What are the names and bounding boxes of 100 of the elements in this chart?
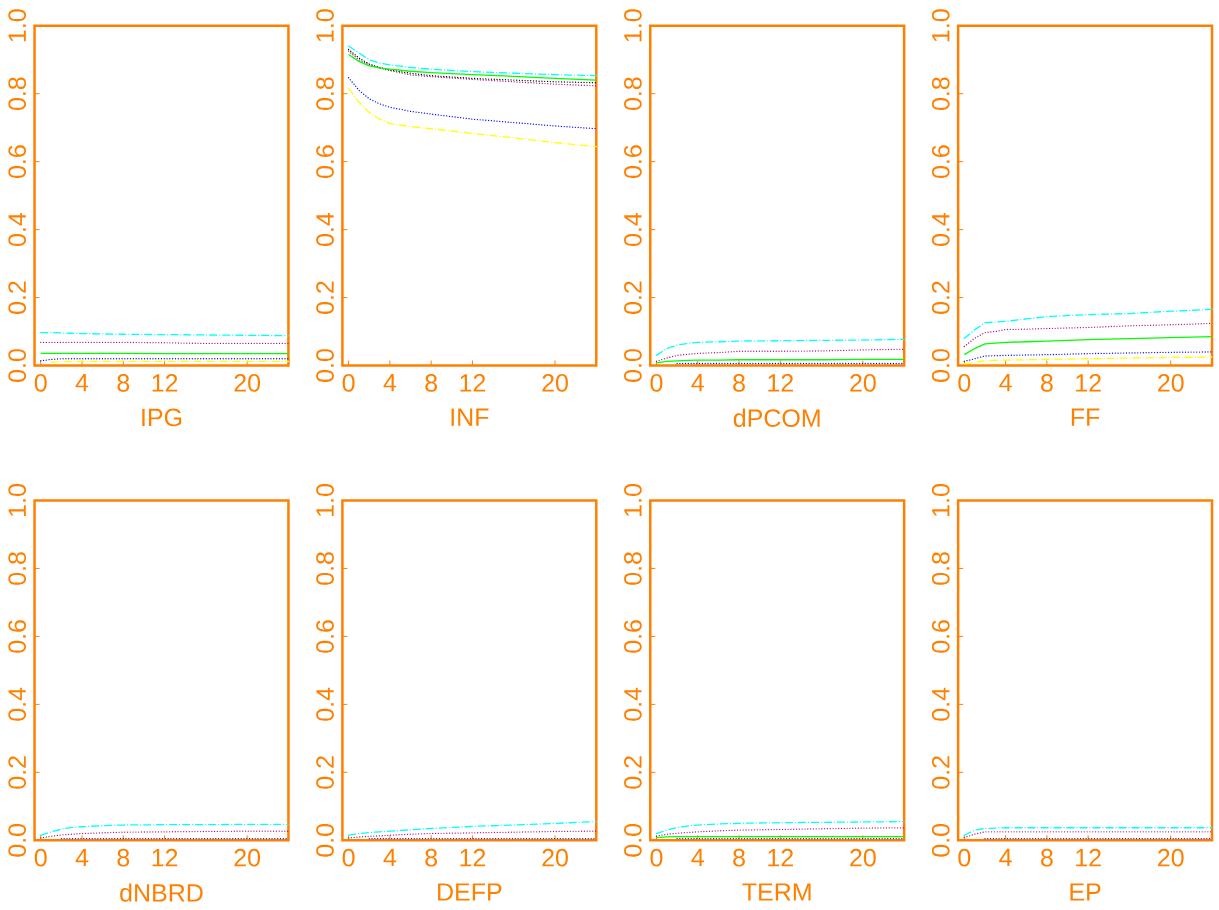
y-tick-label: 0.8 <box>8 552 27 585</box>
x-axis-title: DEFP <box>438 883 502 901</box>
x-tick-label: 20 <box>542 848 568 867</box>
y-tick-label: 0.6 <box>931 620 950 653</box>
y-tick-label: 0.4 <box>316 687 334 721</box>
y-tick-label: 1.0 <box>8 484 27 516</box>
y-tick-label: 1.0 <box>624 9 642 42</box>
y-tick-label: 0.0 <box>931 349 950 382</box>
x-tick-label: 12 <box>1076 374 1101 392</box>
line-series <box>963 335 1213 356</box>
x-tick-label: 20 <box>1158 848 1184 867</box>
y-tick-label: 0.0 <box>931 823 950 857</box>
y-tick-label: 0.4 <box>931 687 950 721</box>
y-tick-label: 0.0 <box>624 349 642 382</box>
x-tick-label: 12 <box>768 848 793 867</box>
y-tick-label: 0.8 <box>624 552 642 585</box>
line-series <box>347 830 597 839</box>
y-tick-label: 0.6 <box>8 145 27 178</box>
y-tick-label: 0.0 <box>8 823 27 857</box>
x-tick-label: 8 <box>117 848 130 867</box>
x-tick-label: 12 <box>152 848 178 867</box>
line-series <box>963 356 1213 365</box>
y-tick-label: 0.4 <box>8 687 27 721</box>
y-tick-label: 0.6 <box>316 620 334 653</box>
y-tick-label: 0.2 <box>8 756 27 789</box>
line-series <box>963 322 1213 348</box>
y-tick-label: 0.8 <box>316 552 334 585</box>
y-tick-label: 1.0 <box>316 484 334 516</box>
x-tick-label: 20 <box>850 848 876 867</box>
x-tick-label: 8 <box>425 374 438 392</box>
y-tick-label: 0.2 <box>8 281 27 314</box>
x-tick-label: 12 <box>460 374 486 392</box>
x-axis-title: IPG <box>142 408 182 427</box>
x-tick-label: 0 <box>342 848 355 867</box>
line-series <box>347 45 597 77</box>
x-tick-label: 8 <box>733 374 745 392</box>
y-tick-label: 0.4 <box>316 212 334 246</box>
x-axis-title: FF <box>1071 408 1100 426</box>
x-tick-label: 0 <box>958 374 971 392</box>
y-tick-label: 0.8 <box>316 77 334 111</box>
line-series <box>963 351 1213 363</box>
x-axis-title: dPCOM <box>733 408 820 427</box>
x-tick-label: 20 <box>1158 374 1184 392</box>
y-tick-label: 0.2 <box>316 756 334 789</box>
y-tick-label: 1.0 <box>8 9 27 42</box>
x-tick-label: 20 <box>542 374 568 392</box>
y-tick-label: 0.4 <box>624 687 642 721</box>
x-tick-label: 12 <box>152 374 178 392</box>
x-tick-label: 0 <box>650 848 663 867</box>
y-tick-label: 0.4 <box>931 212 950 246</box>
x-tick-label: 8 <box>425 848 438 867</box>
x-tick-label: 4 <box>999 848 1012 867</box>
line-series <box>347 820 597 836</box>
x-axis-title: TERM <box>742 883 811 901</box>
x-tick-label: 0 <box>342 374 355 392</box>
y-tick-label: 0.8 <box>8 77 27 111</box>
line-series <box>655 338 905 356</box>
x-tick-label: 0 <box>958 848 971 867</box>
x-tick-label: 20 <box>234 374 261 392</box>
y-tick-label: 0.4 <box>624 212 642 246</box>
y-tick-label: 0.6 <box>624 145 642 178</box>
x-tick-label: 4 <box>999 374 1012 392</box>
y-tick-label: 0.2 <box>624 756 642 789</box>
line-series <box>963 308 1213 339</box>
y-tick-label: 0.2 <box>624 281 642 314</box>
y-tick-label: 0.8 <box>931 552 950 585</box>
y-tick-label: 0.2 <box>931 756 950 789</box>
x-tick-label: 4 <box>383 848 397 867</box>
y-tick-label: 0.4 <box>8 212 27 246</box>
line-series <box>40 823 290 836</box>
y-tick-label: 0.2 <box>316 281 334 314</box>
line-series <box>347 77 597 130</box>
y-tick-label: 1.0 <box>624 484 642 516</box>
x-tick-label: 8 <box>117 374 130 392</box>
x-tick-label: 4 <box>691 848 704 867</box>
x-tick-label: 12 <box>768 374 793 392</box>
x-tick-label: 0 <box>34 374 47 392</box>
y-tick-label: 0.0 <box>624 823 642 857</box>
y-tick-label: 0.8 <box>624 77 642 111</box>
x-tick-label: 4 <box>75 848 89 867</box>
x-tick-label: 0 <box>650 374 663 392</box>
x-tick-label: 4 <box>691 374 704 392</box>
y-tick-label: 0.6 <box>931 145 950 178</box>
line-series <box>347 87 597 148</box>
line-series <box>655 827 905 837</box>
y-tick-label: 0.2 <box>931 281 950 314</box>
x-tick-label: 12 <box>1076 848 1101 867</box>
x-tick-label: 8 <box>733 848 745 867</box>
line-series <box>655 820 905 835</box>
x-axis-title: EP <box>1070 883 1101 901</box>
x-tick-label: 8 <box>1041 374 1053 392</box>
y-tick-label: 0.6 <box>8 620 27 653</box>
x-tick-label: 20 <box>234 848 261 867</box>
x-tick-label: 12 <box>460 848 486 867</box>
x-tick-label: 4 <box>75 374 89 392</box>
y-tick-label: 0.6 <box>316 145 334 178</box>
y-tick-label: 0.0 <box>316 349 334 382</box>
x-axis-title: INF <box>451 408 489 426</box>
line-series <box>655 348 905 363</box>
y-tick-label: 0.8 <box>931 77 950 111</box>
